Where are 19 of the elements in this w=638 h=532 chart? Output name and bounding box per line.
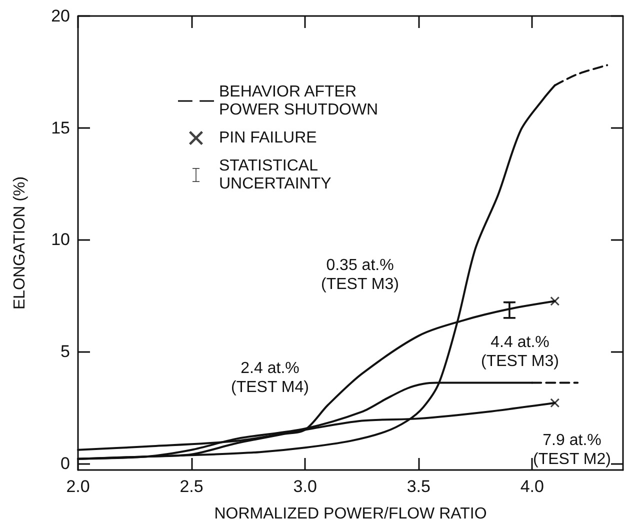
x-tick-label: 3.5	[406, 477, 430, 496]
x-tick-label: 2.0	[66, 477, 90, 496]
x-tick-label: 3.0	[293, 477, 317, 496]
legend-label: PIN FAILURE	[219, 130, 317, 146]
annotation: 7.9 at.% (TEST M2)	[533, 432, 611, 468]
y-tick-label: 0	[60, 454, 70, 473]
legend-label: STATISTICAL UNCERTAINTY	[219, 158, 332, 192]
x-tick-label: 2.5	[180, 477, 204, 496]
x-tick-label: 4.0	[520, 477, 544, 496]
annotation: 0.35 at.% (TEST M3)	[321, 257, 399, 293]
x-axis-title: NORMALIZED POWER/FLOW RATIO	[214, 506, 487, 522]
y-tick-label: 20	[51, 6, 70, 26]
y-axis-title: ELONGATION (%)	[12, 176, 28, 310]
annotation: 2.4 at.% (TEST M4)	[231, 360, 309, 396]
legend-label: BEHAVIOR AFTER POWER SHUTDOWN	[219, 84, 378, 118]
y-tick-label: 5	[60, 342, 70, 361]
y-tick-label: 10	[51, 230, 70, 250]
y-tick-label: 15	[51, 118, 70, 138]
annotation: 4.4 at.% (TEST M3)	[481, 334, 559, 370]
